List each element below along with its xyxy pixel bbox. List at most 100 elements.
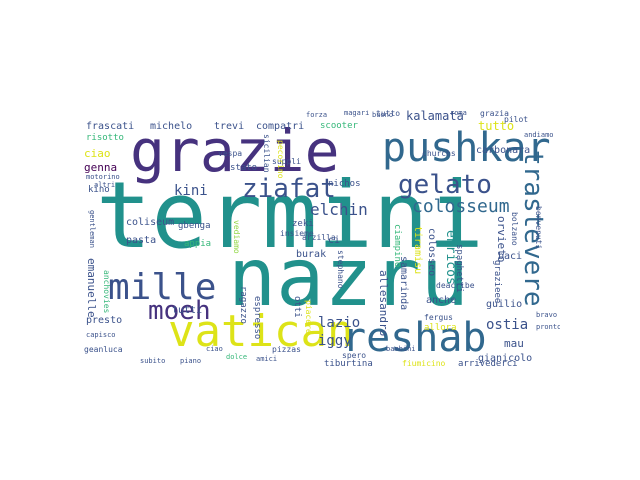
word-grazia: grazia	[480, 110, 509, 118]
word-piacere: piacere	[304, 300, 313, 334]
word-benvenuti: benvenuti	[534, 206, 543, 250]
word-ciao-2: ciao	[206, 345, 223, 353]
word-subito: subito	[140, 357, 166, 365]
word-lazio: lazio	[318, 315, 361, 331]
word-nazru: nazru	[228, 231, 469, 324]
word-kalamata: kalamata	[406, 110, 464, 123]
word-vatican: vatican	[168, 306, 354, 357]
word-amici: amici	[256, 355, 278, 363]
word-samarinda: samarinda	[398, 256, 409, 311]
word-mille: mille	[108, 267, 217, 308]
word-zeki: zeki	[292, 219, 314, 229]
word-pushkar: pushkar	[382, 125, 551, 171]
word-tutto-2: tutto	[376, 110, 401, 118]
word-kini: kini	[174, 183, 208, 199]
word-mau: mau	[504, 337, 524, 350]
word-frascati: frascati	[86, 121, 135, 132]
word-arzilla: arzilla	[302, 233, 336, 242]
word-coliseum: coliseum	[126, 217, 175, 228]
word-gentleman: gentleman	[88, 210, 96, 248]
word-otti: otti	[292, 296, 302, 318]
word-andiamo: andiamo	[524, 131, 554, 139]
word-insieme: insieme	[280, 229, 314, 238]
word-deacribe: deacribe	[436, 281, 475, 290]
word-ragazzo: ragazzo	[238, 286, 248, 324]
word-ziafat: ziafat	[242, 174, 336, 204]
word-scooter: scooter	[320, 121, 358, 131]
word-stato: stato	[230, 163, 258, 173]
word-roma: roma	[450, 110, 467, 117]
word-presto: presto	[86, 315, 123, 326]
word-pronto: pronto	[536, 323, 560, 331]
word-tiburtina: tiburtina	[324, 359, 373, 369]
word-fiumicino: fiumicino	[402, 359, 446, 368]
word-fergus: fergus	[424, 313, 453, 322]
word-tiramisu: tiramisu	[412, 226, 423, 275]
word-suppli: suppli	[272, 157, 301, 166]
word-risotto: risotto	[86, 133, 124, 143]
word-vediamo: vediamo	[232, 220, 241, 254]
word-tutti: tutti	[172, 305, 203, 316]
word-buono: buono	[372, 111, 394, 119]
word-ostia: ostia	[486, 317, 529, 333]
word-spaghetti: spaghetti	[454, 244, 464, 293]
word-ci: ci	[328, 235, 341, 246]
word-allesandro: allesandro	[377, 270, 390, 337]
word-forza: forza	[306, 111, 328, 119]
word-enricos: enricos	[443, 230, 458, 285]
word-vespa: vespa	[218, 149, 243, 158]
word-carbonara: carbonara	[476, 145, 531, 156]
word-sicilian: sicilian	[262, 134, 271, 173]
word-motorino: motorino	[86, 173, 120, 181]
word-grazieee: grazieee	[492, 260, 502, 304]
word-emanuelle: emanuelle	[85, 258, 98, 318]
word-gianicolo: gianicolo	[478, 353, 533, 364]
word-appia: appia	[184, 239, 212, 249]
word-bravo: bravo	[536, 311, 558, 319]
word-tutto: tutto	[478, 119, 515, 133]
word-compatri: compatri	[256, 121, 305, 132]
word-espresso: espresso	[252, 296, 262, 340]
word-trevi: trevi	[214, 121, 245, 132]
word-stephano: stephano	[336, 250, 345, 289]
word-ciampino: ciampino	[392, 224, 402, 268]
word-kino: kino	[88, 185, 110, 195]
word-iggy: iggy	[318, 333, 352, 349]
word-gbenga: gbenga	[178, 221, 211, 231]
word-termini: termini	[96, 162, 484, 269]
word-pasta: pasta	[126, 235, 157, 246]
word-cloud: termini nazru grazie pushkar vatican res…	[80, 110, 560, 370]
word-grazie: grazie	[130, 117, 340, 185]
word-burak: burak	[296, 249, 327, 260]
word-pilot: pilot	[504, 115, 529, 124]
word-nichos: nichos	[328, 179, 361, 189]
word-elchin: elchin	[310, 200, 368, 219]
word-michelo: michelo	[150, 121, 193, 132]
word-colosseum: colosseum	[412, 196, 510, 217]
word-anchovies: anchovies	[102, 270, 111, 314]
word-allora: allora	[424, 323, 457, 333]
word-ciao: ciao	[84, 147, 111, 160]
word-altri: altri	[94, 181, 116, 189]
word-guilio: guilio	[486, 299, 523, 310]
word-bambini: bambini	[386, 345, 416, 353]
word-moeh: moeh	[148, 296, 211, 326]
word-pecorino: pecorino	[276, 140, 285, 179]
word-arrivederci: arrivederci	[458, 359, 518, 369]
word-churchs: churchs	[422, 149, 456, 158]
word-trastevere: trastevere	[518, 150, 548, 307]
word-pizzas: pizzas	[272, 345, 301, 354]
word-orvieto: orvieto	[495, 216, 508, 263]
word-baci: baci	[498, 251, 523, 262]
word-magari: magari	[344, 110, 370, 117]
word-dolce: dolce	[226, 353, 248, 361]
word-piano: piano	[180, 357, 202, 365]
word-gelato: gelato	[398, 170, 492, 200]
word-geanluca: geanluca	[84, 345, 123, 354]
word-anche: anche	[426, 295, 457, 306]
word-bolzano: bolzano	[510, 212, 519, 246]
word-genna: genna	[84, 161, 118, 174]
word-reshab: reshab	[342, 315, 487, 361]
word-spero: spero	[342, 351, 367, 360]
word-capisco: capisco	[86, 331, 116, 339]
